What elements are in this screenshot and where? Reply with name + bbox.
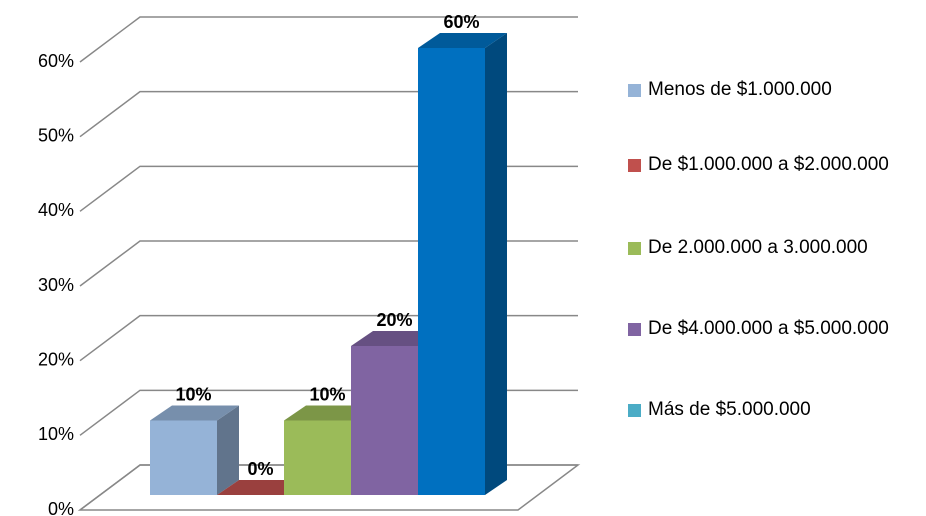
- bar-top: [284, 405, 373, 421]
- bar-top: [351, 331, 440, 346]
- value-label: 20%: [376, 310, 412, 330]
- bar-front: [418, 48, 485, 495]
- legend-swatch: [628, 323, 641, 336]
- legend-swatch: [628, 242, 641, 255]
- y-tick-label: 10%: [38, 424, 74, 444]
- y-tick-label: 20%: [38, 349, 74, 369]
- legend-entry: Más de $5.000.000: [628, 392, 913, 427]
- value-label: 60%: [443, 12, 479, 32]
- y-tick-label: 30%: [38, 275, 74, 295]
- legend-entry: De $1.000.000 a $2.000.000: [628, 147, 913, 182]
- value-label: 10%: [175, 384, 211, 404]
- legend-entry: De 2.000.000 a 3.000.000: [628, 230, 913, 265]
- y-tick-label: 40%: [38, 200, 74, 220]
- bar-side: [217, 405, 239, 495]
- legend-label: De 2.000.000 a 3.000.000: [648, 237, 868, 258]
- bar-top: [217, 480, 306, 495]
- y-tick-label: 60%: [38, 51, 74, 71]
- bar-front: [351, 346, 418, 495]
- legend-entry: Menos de $1.000.000: [628, 72, 913, 107]
- legend-swatch: [628, 159, 641, 172]
- bar-front: [284, 420, 351, 495]
- bar-top: [418, 33, 507, 48]
- legend-swatch: [628, 404, 641, 417]
- y-tick-label: 0%: [48, 499, 74, 516]
- value-label: 10%: [309, 384, 345, 404]
- y-tick-label: 50%: [38, 125, 74, 145]
- grid-line: [79, 16, 578, 63]
- legend-entry: De $4.000.000 a $5.000.000: [628, 311, 913, 346]
- legend-label: Menos de $1.000.000: [648, 79, 832, 100]
- bar-top: [150, 405, 239, 421]
- bar-front: [150, 420, 217, 495]
- legend-label: Más de $5.000.000: [648, 399, 811, 420]
- legend-label: De $1.000.000 a $2.000.000: [648, 154, 889, 175]
- legend-label: De $4.000.000 a $5.000.000: [648, 318, 889, 339]
- legend-swatch: [628, 84, 641, 97]
- bar-side: [485, 33, 507, 495]
- value-label: 0%: [247, 459, 273, 479]
